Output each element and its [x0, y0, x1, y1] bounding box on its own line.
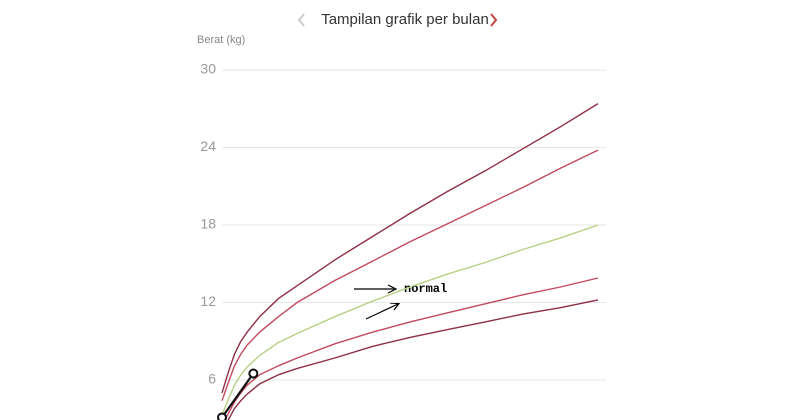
prev-chevron[interactable] [297, 13, 305, 27]
reference-curve [221, 149, 599, 401]
y-tick-label: 30 [200, 61, 216, 77]
y-tick-label: 6 [208, 371, 216, 387]
plot-area [217, 103, 599, 420]
data-point [217, 412, 227, 420]
reference-curve [221, 103, 599, 394]
next-chevron[interactable] [490, 13, 498, 27]
data-point [248, 368, 259, 379]
annotation: normal [404, 282, 447, 296]
reference-curve [221, 224, 599, 416]
reference-curve [227, 299, 599, 420]
chart-title: Tampilan grafik per bulan [321, 11, 489, 28]
y-tick-label: 18 [200, 216, 216, 232]
y-tick-label: 12 [200, 293, 216, 309]
annotation-arrowhead [387, 284, 398, 294]
y-axis-label: Berat (kg) [197, 34, 245, 46]
annotation-arrow [365, 303, 399, 320]
y-tick-label: 24 [200, 138, 216, 154]
reference-curve [224, 277, 599, 420]
child-line [221, 372, 255, 419]
annotation-arrowhead [389, 302, 401, 311]
